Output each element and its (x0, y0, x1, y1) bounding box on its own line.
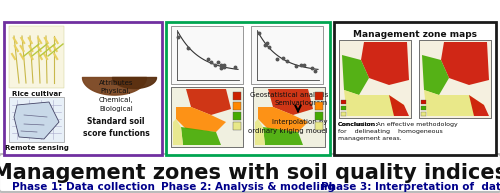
Text: Remote sensing: Remote sensing (4, 145, 68, 151)
Bar (421, 112, 426, 116)
Polygon shape (255, 119, 265, 145)
Bar (315, 92, 323, 100)
Bar (171, 87, 243, 147)
Polygon shape (181, 127, 221, 145)
Polygon shape (173, 119, 183, 145)
Polygon shape (14, 102, 59, 139)
Bar (9, 26, 64, 88)
Bar (253, 87, 325, 147)
Polygon shape (176, 107, 226, 132)
FancyBboxPatch shape (0, 154, 500, 192)
Polygon shape (361, 42, 409, 85)
Bar (339, 40, 411, 118)
Text: Phase 1: Data collection: Phase 1: Data collection (12, 182, 154, 192)
Polygon shape (258, 107, 308, 132)
Polygon shape (441, 42, 489, 85)
Bar (233, 112, 241, 120)
Text: Standard soil
score functions: Standard soil score functions (82, 117, 150, 138)
Polygon shape (469, 95, 489, 116)
Polygon shape (389, 95, 409, 116)
Bar (171, 87, 243, 147)
Bar (171, 26, 243, 84)
Bar (251, 26, 323, 84)
Text: Phase 2: Analysis & modeling: Phase 2: Analysis & modeling (161, 182, 335, 192)
Bar (421, 106, 426, 110)
Bar (315, 122, 323, 130)
Bar (419, 40, 491, 118)
Bar (166, 22, 330, 155)
Polygon shape (424, 90, 484, 116)
Text: Management zones with soil quality indices: Management zones with soil quality indic… (0, 163, 500, 183)
Text: Conclusion: An effective methodology
for    delineating    homogeneous
managemen: Conclusion: An effective methodology for… (338, 122, 458, 141)
Text: Phase 3: Interpretation of  data: Phase 3: Interpretation of data (322, 182, 500, 192)
Bar (233, 92, 241, 100)
Text: Attributes
Physical,
Chemical,
Biological: Attributes Physical, Chemical, Biologica… (98, 80, 134, 112)
Polygon shape (268, 89, 313, 115)
Bar (341, 112, 346, 116)
Bar (315, 112, 323, 120)
Bar (4, 22, 162, 155)
Bar (419, 40, 491, 118)
Bar (315, 102, 323, 110)
Bar (421, 100, 426, 104)
Text: Rice cultivar: Rice cultivar (12, 91, 62, 97)
Bar (334, 22, 496, 155)
Polygon shape (342, 55, 369, 95)
Polygon shape (186, 89, 231, 115)
Polygon shape (344, 90, 404, 116)
Bar (233, 102, 241, 110)
Text: Conclusion:: Conclusion: (338, 122, 379, 127)
Text: Geostatistical analysis
Semivariogram: Geostatistical analysis Semivariogram (250, 92, 328, 107)
Text: Management zone maps: Management zone maps (353, 30, 477, 39)
Polygon shape (263, 127, 303, 145)
Bar (341, 106, 346, 110)
Bar (339, 40, 411, 118)
Bar (9, 97, 64, 142)
Bar (233, 122, 241, 130)
Bar (341, 100, 346, 104)
Polygon shape (422, 55, 449, 95)
Text: Interpolation by
ordinary kriging model: Interpolation by ordinary kriging model (248, 119, 328, 134)
Bar (253, 87, 325, 147)
